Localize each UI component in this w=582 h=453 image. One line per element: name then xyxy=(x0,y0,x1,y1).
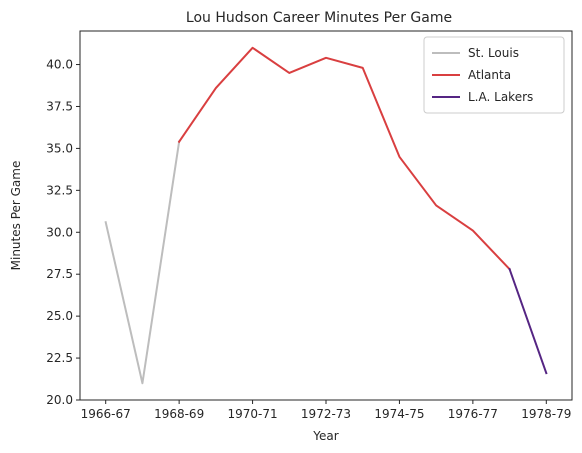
chart-title: Lou Hudson Career Minutes Per Game xyxy=(186,10,452,26)
y-axis-ticks: 20.0 22.5 25.0 27.5 30.0 32.5 35.0 37.5 40.0 xyxy=(46,58,80,407)
y-axis-label: Minutes Per Game xyxy=(9,161,23,271)
x-tick-label: 1974-75 xyxy=(374,407,424,421)
y-tick-label: 37.5 xyxy=(46,99,73,113)
y-tick-label: 27.5 xyxy=(46,267,73,281)
series-line-0 xyxy=(104,140,181,385)
x-tick-label: 1970-71 xyxy=(227,407,277,421)
y-tick-label: 40.0 xyxy=(46,58,73,72)
y-tick-label: 25.0 xyxy=(46,309,73,323)
y-tick-label: 35.0 xyxy=(46,141,73,155)
y-tick-label: 22.5 xyxy=(46,351,73,365)
y-tick-label: 30.0 xyxy=(46,225,73,239)
x-tick-label: 1968-69 xyxy=(154,407,204,421)
y-tick-label: 20.0 xyxy=(46,393,73,407)
x-tick-label: 1972-73 xyxy=(301,407,351,421)
series-line-2 xyxy=(508,267,548,375)
plot-lines xyxy=(104,46,548,385)
x-axis-label: Year xyxy=(312,429,338,443)
legend-label-2: L.A. Lakers xyxy=(468,90,533,104)
legend-box xyxy=(423,36,565,114)
legend: St. Louis Atlanta L.A. Lakers xyxy=(423,36,565,114)
legend-label-0: St. Louis xyxy=(468,46,519,60)
legend-label-1: Atlanta xyxy=(468,68,511,82)
x-axis-ticks: 1966-67 1968-69 1970-71 1972-73 1974-75 1976-… xyxy=(81,400,571,421)
series-line-1 xyxy=(177,46,511,271)
x-tick-label: 1976-77 xyxy=(448,407,498,421)
x-tick-label: 1966-67 xyxy=(81,407,131,421)
y-tick-label: 32.5 xyxy=(46,183,73,197)
x-tick-label: 1978-79 xyxy=(521,407,571,421)
